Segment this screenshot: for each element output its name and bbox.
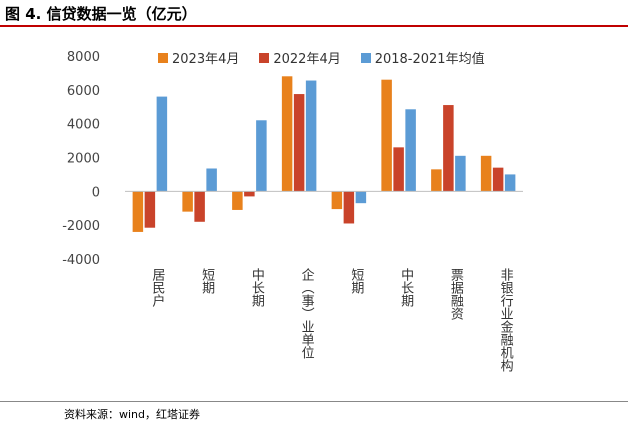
bar xyxy=(232,191,243,210)
bar xyxy=(431,169,442,192)
legend-swatch-2023-04 xyxy=(158,52,168,63)
bar xyxy=(480,155,492,192)
legend-label-2022-04: 2022年4月 xyxy=(273,52,341,67)
legend-label-2023-04: 2023年4月 xyxy=(172,52,240,67)
bar xyxy=(405,109,416,192)
legend-swatch-2022-04 xyxy=(259,52,270,63)
y-tick-label: -4000 xyxy=(62,253,100,268)
bar xyxy=(355,191,367,204)
category-label: 居民户 xyxy=(149,268,165,308)
legend-item-2022-04: 2022年4月 xyxy=(259,48,341,67)
bar xyxy=(443,105,454,192)
footer-divider xyxy=(0,401,628,402)
bar xyxy=(194,191,205,222)
category-label: 票据融资 xyxy=(448,268,464,320)
bar xyxy=(393,147,404,192)
legend-item-avg: 2018-2021年均值 xyxy=(360,48,485,67)
bar xyxy=(504,174,516,192)
bar xyxy=(206,168,217,192)
category-label: 短期 xyxy=(199,268,215,295)
title-divider xyxy=(0,25,628,27)
bar xyxy=(293,94,305,192)
bar xyxy=(305,80,317,192)
bar xyxy=(281,76,293,192)
chart-legend: 2023年4月 2022年4月 2018-2021年均值 xyxy=(158,48,485,67)
legend-item-2023-04: 2023年4月 xyxy=(158,48,239,67)
category-label: 中长期 xyxy=(398,268,414,308)
y-tick-label: -2000 xyxy=(62,219,100,234)
category-label: 非银行业金融机构 xyxy=(498,268,514,372)
bar xyxy=(492,167,504,192)
figure-title: 图 4. 信贷数据一览（亿元） xyxy=(5,5,197,23)
bar xyxy=(343,191,355,224)
bar xyxy=(244,191,255,197)
source-note: 资料来源：wind，红塔证券 xyxy=(64,408,201,421)
bar xyxy=(156,96,168,192)
bar xyxy=(256,120,267,192)
bar xyxy=(144,191,156,228)
y-tick-label: 8000 xyxy=(67,50,100,65)
legend-label-avg: 2018-2021年均值 xyxy=(374,52,485,67)
bar xyxy=(381,79,392,192)
bar xyxy=(182,191,193,212)
category-label: 短期 xyxy=(348,268,364,295)
bar xyxy=(331,191,343,210)
y-tick-label: 4000 xyxy=(67,118,100,133)
y-tick-label: 2000 xyxy=(67,152,100,167)
legend-swatch-avg xyxy=(360,52,371,63)
category-label: 中长期 xyxy=(249,268,265,308)
y-tick-label: 6000 xyxy=(67,84,100,99)
bar xyxy=(132,191,144,232)
y-tick-label: 0 xyxy=(92,185,100,200)
category-label: 企（事）业单位 xyxy=(299,267,315,359)
bar-chart: -4000 -2000 0 2000 4000 6000 8000 居民户 短期 中长期 企（事）业… xyxy=(62,50,523,372)
bar xyxy=(455,155,466,192)
